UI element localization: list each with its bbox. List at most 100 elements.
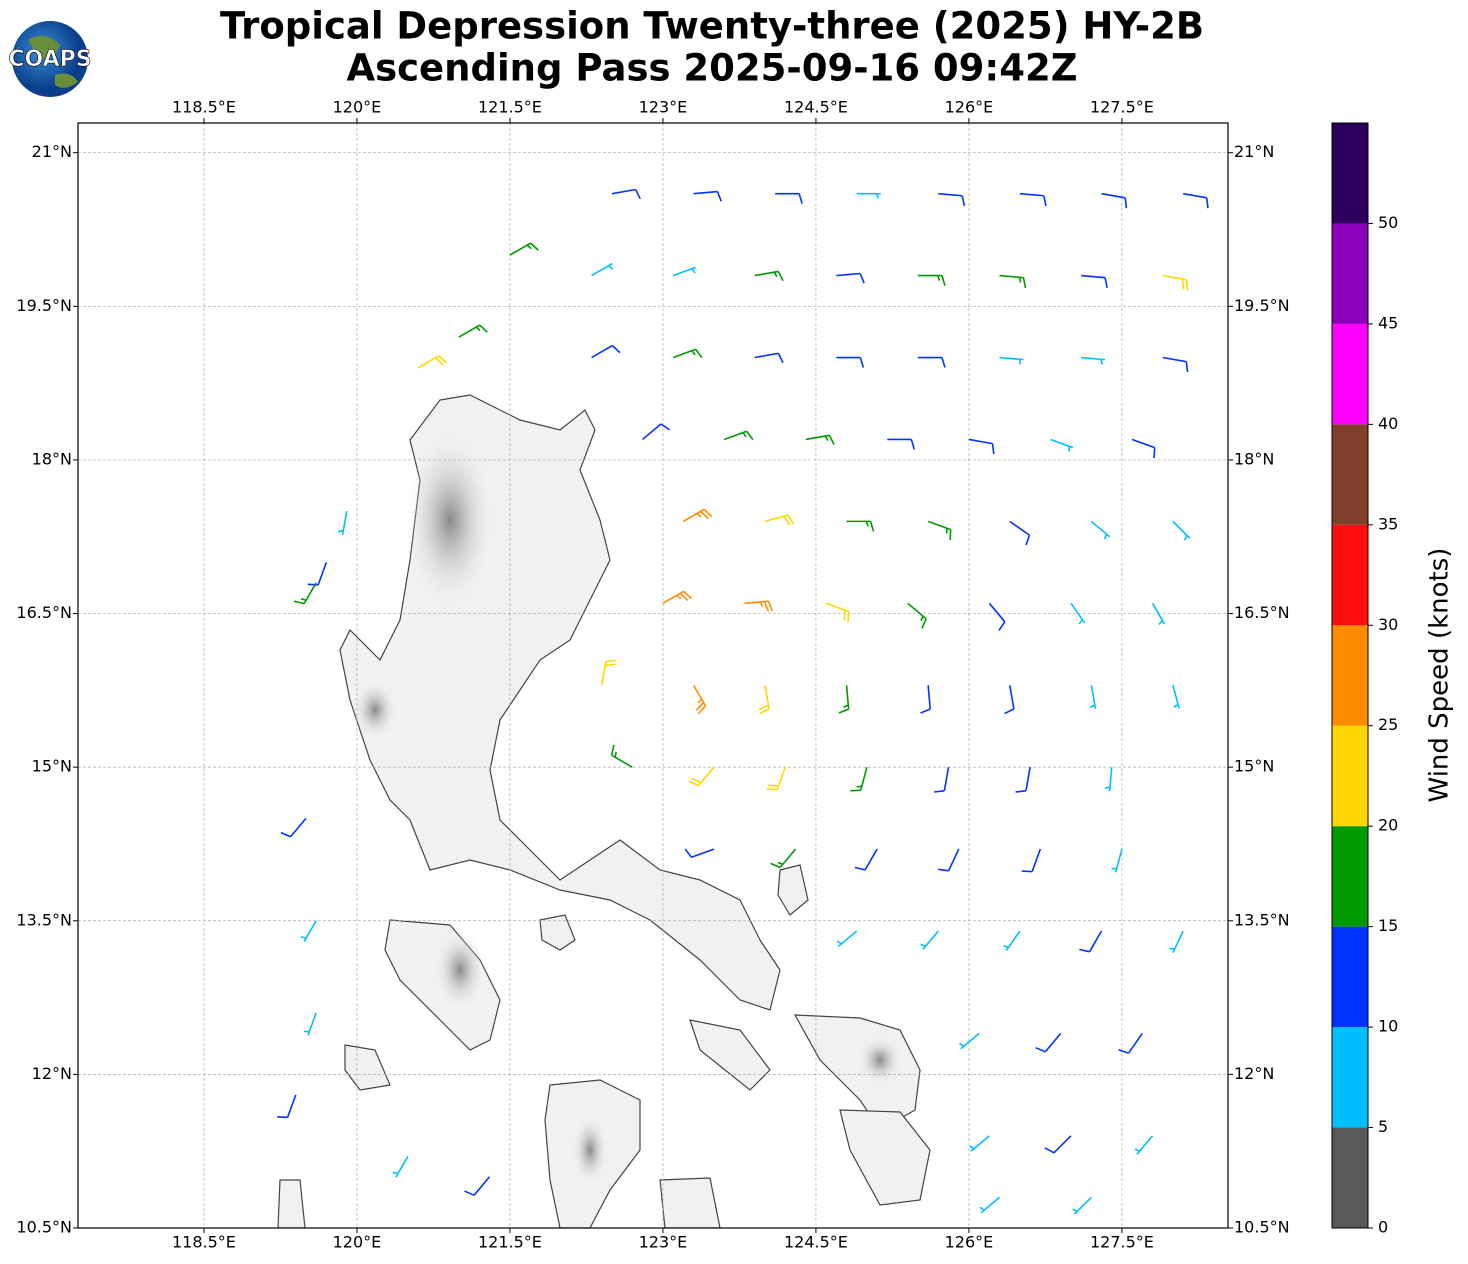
wind-barb [1118,1032,1143,1054]
colorbar-segment [1332,1027,1368,1128]
wind-barb [591,262,614,277]
wind-barb [999,356,1024,365]
y-tick-label: 21°N [1234,142,1274,161]
colorbar-label: Wind Speed (knots) [1425,548,1455,803]
wind-barb [1015,767,1031,793]
wind-barb [938,192,966,207]
wind-barb [1009,520,1031,546]
terrain [435,930,485,1010]
colorbar-segment [1332,1127,1368,1228]
y-tick-label: 19.5°N [1234,296,1290,315]
logo-text: COAPS [8,47,91,72]
wind-barb [417,355,448,369]
barbs [277,188,1209,1215]
y-tick-label: 10.5°N [16,1218,72,1237]
colorbar-segment [1332,625,1368,726]
wind-barb [1134,1135,1154,1155]
wind-barb [1169,930,1184,954]
x-tick-label: 118.5°E [172,1233,236,1252]
colorbar-segment [1332,524,1368,626]
colorbar-tick-label: 5 [1378,1117,1388,1136]
x-tick-label: 120°E [333,98,382,117]
wind-barb [464,1176,491,1196]
colorbar-tick-label: 25 [1378,715,1398,734]
wind-barb [1111,848,1123,873]
land [277,394,931,1228]
wind-barb [1081,274,1108,289]
terrain [858,1035,902,1085]
colorbar-segment [1332,926,1368,1028]
wind-barb [338,510,348,535]
colorbar: 0 5 10 15 20 25 30 35 40 45 50 [1331,122,1398,1237]
wind-barb [684,848,715,859]
y-tick-label: 10.5°N [1234,1218,1290,1237]
island [539,914,576,951]
wind-barb [1081,356,1106,365]
wind-barb [611,188,641,200]
masbate [689,1019,771,1091]
wind-barb [277,1094,297,1119]
x-tick-label: 127.5°E [1090,1233,1154,1252]
wind-barb [907,602,927,629]
island [659,1177,721,1228]
wind-barb [662,590,692,604]
x-tick-label: 123°E [639,1233,688,1252]
wind-barb [293,582,317,605]
colorbar-tick-label: 0 [1378,1218,1388,1237]
wind-barb [933,767,950,793]
y-tick-label: 15°N [32,757,72,776]
wind-barb [600,659,617,686]
wind-barb [887,438,916,450]
wind-barb [836,930,858,948]
wind-barb [1172,520,1191,541]
wind-barb [692,684,707,715]
x-tick-label: 127.5°E [1090,98,1154,117]
wind-barb [836,272,865,284]
wind-barb [988,602,1006,631]
wind-barb [458,324,488,338]
wind-barb [300,920,317,942]
colorbar-tick-label: 15 [1378,916,1398,935]
wind-barb [920,685,932,714]
colorbar-tick-label: 10 [1378,1017,1398,1036]
wind-barb [836,356,865,368]
wind-barb [805,434,835,445]
y-tick-label: 16.5°N [16,603,72,622]
wind-barb [1131,438,1156,459]
x-tick-label: 124.5°E [784,1233,848,1252]
wind-barb [938,848,960,872]
y-tick-label: 13.5°N [16,910,72,929]
wind-barb [1044,1135,1072,1154]
wind-barb [280,817,307,838]
wind-barb [723,430,754,441]
y-tick-label: 18°N [1234,449,1274,468]
wind-barb [1021,848,1042,873]
y-tick-label: 19.5°N [16,296,72,315]
island [344,1044,391,1091]
logo-land [28,36,78,88]
wind-barb [846,520,875,532]
wind-barb [1050,438,1074,452]
wind-barb [1035,1032,1062,1053]
colorbar-tick-label: 20 [1378,816,1398,835]
colorbar-tick-label: 30 [1378,615,1398,634]
x-tick-label: 118.5°E [172,98,236,117]
wind-barb [392,1155,409,1178]
colorbar-tick-label: 40 [1378,414,1398,433]
y-tick-label: 18°N [32,449,72,468]
y-tick-label: 15°N [1234,757,1274,776]
x-tick-label: 121.5°E [478,98,542,117]
x-tick-label: 121.5°E [478,1233,542,1252]
y-tick-label: 12°N [32,1064,72,1083]
x-tick-label: 120°E [333,1233,382,1252]
wind-barb [854,848,878,871]
wind-barb [1162,274,1189,291]
title-line: Ascending Pass 2025-09-16 09:42Z [346,47,1077,90]
wind-barb [688,766,715,787]
title-line: Tropical Depression Twenty-three (2025) … [220,5,1204,48]
x-tick-label: 123°E [639,98,688,117]
colorbar-segment [1332,123,1368,224]
x-tick-label: 126°E [945,98,994,117]
wind-barb [999,274,1027,289]
